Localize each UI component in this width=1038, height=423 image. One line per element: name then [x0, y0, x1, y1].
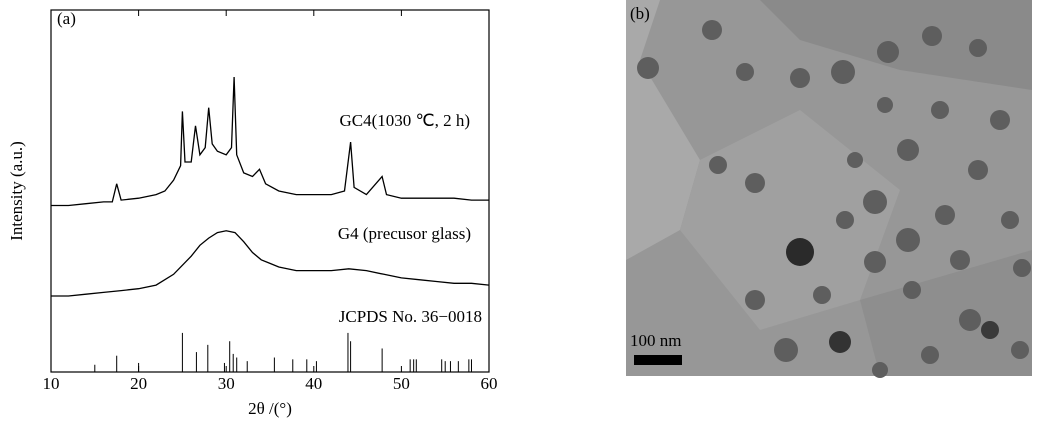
panel-label: (b) — [630, 4, 650, 23]
particle — [1001, 211, 1019, 229]
trace-label: GC4(1030 ℃, 2 h) — [339, 111, 470, 130]
particle — [969, 39, 987, 57]
particle — [774, 338, 798, 362]
trace-label: G4 (precusor glass) — [338, 224, 471, 243]
x-tick-label: 10 — [43, 374, 60, 393]
particle — [897, 139, 919, 161]
particle — [959, 309, 981, 331]
particle — [736, 63, 754, 81]
xrd-trace — [51, 76, 489, 207]
particle — [877, 97, 893, 113]
particle — [935, 205, 955, 225]
particle — [863, 190, 887, 214]
image-region — [860, 250, 1032, 376]
x-tick-label: 60 — [481, 374, 498, 393]
particle — [702, 20, 722, 40]
particle — [896, 228, 920, 252]
particle — [872, 362, 888, 378]
particle — [745, 290, 765, 310]
particle — [950, 250, 970, 270]
particle — [745, 173, 765, 193]
particle — [1011, 341, 1029, 359]
particle — [877, 41, 899, 63]
trace-label: JCPDS No. 36−0018 — [339, 307, 482, 326]
particle — [968, 160, 988, 180]
image-region — [626, 0, 700, 260]
particles — [637, 20, 1031, 378]
particle — [931, 101, 949, 119]
particle — [921, 346, 939, 364]
plot-frame — [50, 9, 490, 373]
particle — [709, 156, 727, 174]
particle — [637, 57, 659, 79]
particle — [990, 110, 1010, 130]
particle — [981, 321, 999, 339]
particle — [903, 281, 921, 299]
x-tick-label: 30 — [218, 374, 235, 393]
image-region — [680, 110, 900, 330]
particle — [922, 26, 942, 46]
particle — [864, 251, 886, 273]
xrd-trace — [51, 230, 490, 297]
tem-image: 100 nm (b) — [626, 0, 1032, 378]
x-tick-label: 20 — [130, 374, 147, 393]
particle — [847, 152, 863, 168]
x-tick-label: 50 — [393, 374, 410, 393]
x-tick-label: 40 — [305, 374, 322, 393]
scale-bar-label: 100 nm — [630, 331, 681, 350]
particle — [836, 211, 854, 229]
particle — [813, 286, 831, 304]
particle — [790, 68, 810, 88]
panel-label: (a) — [57, 9, 76, 28]
particle — [786, 238, 814, 266]
scale-bar — [634, 355, 682, 365]
y-axis-label: Intensity (a.u.) — [7, 141, 26, 241]
particle — [831, 60, 855, 84]
particle — [829, 331, 851, 353]
x-axis-label: 2θ /(°) — [248, 399, 292, 418]
particle — [1013, 259, 1031, 277]
